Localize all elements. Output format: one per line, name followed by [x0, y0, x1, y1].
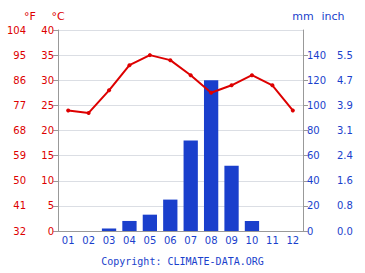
svg-text:32: 32	[13, 226, 26, 237]
svg-text:03: 03	[103, 235, 116, 246]
svg-text:95: 95	[13, 50, 26, 61]
svg-text:104: 104	[7, 25, 26, 36]
svg-text:07: 07	[184, 235, 197, 246]
svg-text:06: 06	[164, 235, 177, 246]
svg-text:35: 35	[41, 50, 54, 61]
svg-text:68: 68	[13, 125, 26, 136]
svg-text:86: 86	[13, 75, 26, 86]
svg-text:15: 15	[41, 150, 54, 161]
svg-text:04: 04	[123, 235, 136, 246]
svg-text:59: 59	[13, 150, 26, 161]
svg-text:02: 02	[82, 235, 95, 246]
svg-text:5.5: 5.5	[337, 50, 353, 61]
svg-text:09: 09	[225, 235, 238, 246]
svg-text:0: 0	[307, 226, 313, 237]
svg-text:50: 50	[13, 175, 26, 186]
svg-text:140: 140	[307, 50, 326, 61]
svg-text:0.0: 0.0	[337, 226, 353, 237]
svg-text:40: 40	[41, 25, 54, 36]
svg-text:20: 20	[307, 200, 320, 211]
svg-text:120: 120	[307, 75, 326, 86]
svg-text:20: 20	[41, 125, 54, 136]
svg-text:77: 77	[13, 100, 26, 111]
svg-text:01: 01	[62, 235, 75, 246]
svg-text:3.9: 3.9	[337, 100, 353, 111]
svg-text:2.4: 2.4	[337, 150, 353, 161]
svg-text:Copyright: CLIMATE-DATA.ORG: Copyright: CLIMATE-DATA.ORG	[101, 256, 264, 267]
svg-text:4.7: 4.7	[337, 75, 353, 86]
svg-text:3.1: 3.1	[337, 125, 353, 136]
svg-text:41: 41	[13, 200, 26, 211]
svg-text:12: 12	[286, 235, 299, 246]
svg-text:08: 08	[205, 235, 218, 246]
svg-text:25: 25	[41, 100, 54, 111]
svg-text:05: 05	[144, 235, 157, 246]
svg-text:40: 40	[307, 175, 320, 186]
svg-text:80: 80	[307, 125, 320, 136]
svg-text:11: 11	[266, 235, 279, 246]
svg-text:100: 100	[307, 100, 326, 111]
svg-text:mm: mm	[292, 10, 313, 23]
svg-text:1.6: 1.6	[337, 175, 353, 186]
svg-text:30: 30	[41, 75, 54, 86]
svg-text:°F: °F	[24, 10, 36, 23]
svg-text:0.8: 0.8	[337, 200, 353, 211]
svg-text:10: 10	[246, 235, 259, 246]
svg-text:inch: inch	[321, 10, 344, 23]
svg-text:10: 10	[41, 175, 54, 186]
svg-text:60: 60	[307, 150, 320, 161]
svg-text:5: 5	[48, 200, 54, 211]
svg-text:0: 0	[48, 226, 54, 237]
svg-text:°C: °C	[51, 10, 65, 23]
